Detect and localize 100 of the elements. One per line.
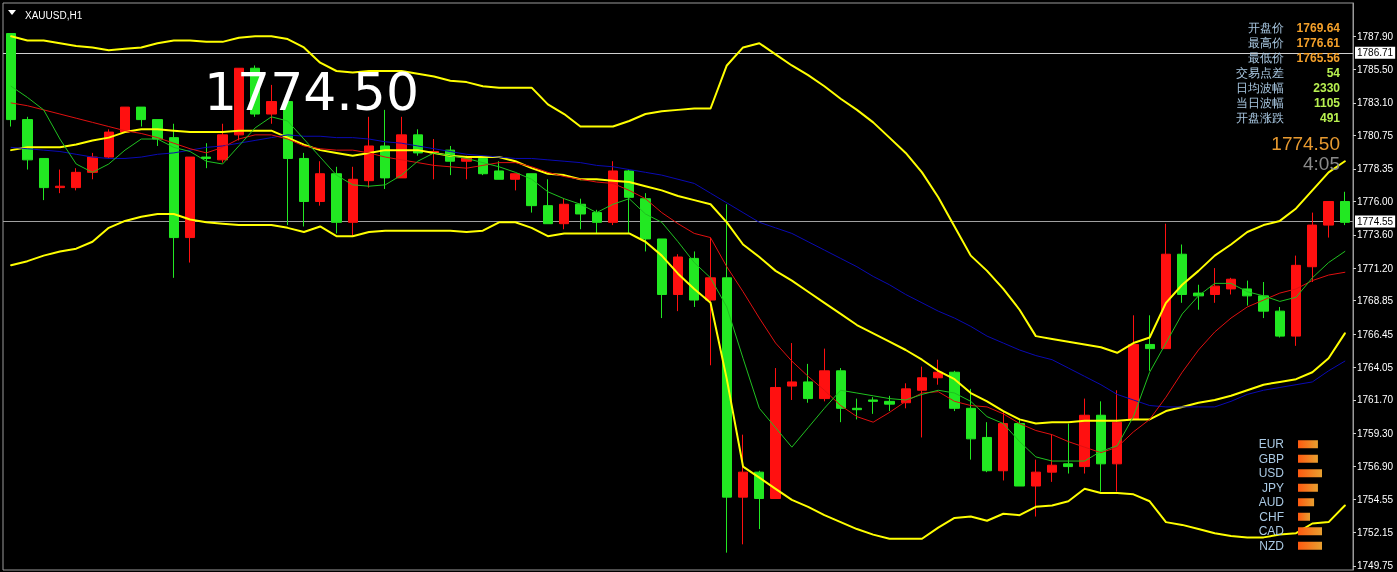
- candlestick: [22, 116, 33, 171]
- text: XAUUSD,H1: [25, 9, 83, 21]
- candlestick: [868, 396, 878, 415]
- annotation: 2330: [1313, 81, 1340, 96]
- bar: [1298, 541, 1322, 550]
- candlestick: [104, 128, 114, 159]
- candlestick: [217, 123, 228, 164]
- candlestick: [738, 434, 748, 545]
- bar: [1298, 440, 1318, 449]
- bar: [1298, 469, 1322, 478]
- candlestick: [657, 238, 667, 319]
- y-tick-label: CHF: [1259, 509, 1284, 524]
- candlestick: [526, 173, 537, 214]
- candlestick: [705, 237, 716, 366]
- y-tick-label: 1780.75: [1357, 130, 1394, 142]
- y-tick-label: 1776.00: [1357, 195, 1394, 207]
- annotation: 1105: [1313, 96, 1340, 111]
- y-tick-label: 1766.45: [1357, 328, 1394, 340]
- candlestick: [169, 123, 179, 279]
- candlestick: [1307, 212, 1317, 283]
- y-tick-label: EUR: [1258, 437, 1285, 452]
- bar: [1298, 483, 1318, 492]
- candlestick: [1096, 400, 1106, 493]
- candlestick: [39, 157, 49, 201]
- candlestick: [754, 470, 764, 530]
- candlestick: [1340, 191, 1350, 226]
- y-tick-label: JPY: [1261, 480, 1284, 495]
- bar: [1298, 527, 1322, 536]
- y-tick-label: 1764.05: [1357, 361, 1394, 373]
- y-tick-label: NZD: [1259, 538, 1285, 553]
- annotation: 54: [1326, 66, 1340, 81]
- candlestick: [640, 192, 651, 252]
- candlestick: [185, 156, 195, 264]
- annotation: 最高价: [1248, 36, 1284, 51]
- candlestick: [87, 152, 98, 180]
- candlestick: [819, 348, 830, 402]
- y-tick-label: AUD: [1258, 495, 1285, 510]
- candlestick: [364, 116, 374, 189]
- candlestick: [917, 366, 927, 438]
- y-tick-label: 1761.70: [1357, 394, 1394, 406]
- candlestick: [201, 142, 211, 169]
- annotation: 1769.64: [1296, 21, 1340, 36]
- y-tick-label: 1749.75: [1357, 560, 1394, 572]
- y-tick-label: 1752.15: [1357, 527, 1394, 539]
- candlestick: [510, 173, 520, 191]
- candlestick: [803, 363, 813, 404]
- line-series: [10, 35, 1346, 354]
- annotation: 开盘涨跌: [1236, 111, 1284, 126]
- candlestick: [494, 160, 504, 180]
- candlestick: [1014, 418, 1025, 487]
- candlestick: [1031, 459, 1041, 518]
- candlestick: [1079, 398, 1090, 475]
- candlestick: [120, 106, 130, 133]
- annotation: 开盘价: [1248, 21, 1284, 36]
- candlestick: [6, 33, 16, 128]
- candlestick: [543, 178, 553, 225]
- y-tick-label: 1759.30: [1357, 427, 1394, 439]
- ref-line-label: 1774.55: [1357, 216, 1394, 228]
- candlestick: [315, 160, 325, 207]
- annotation: 最低价: [1248, 51, 1284, 66]
- y-tick-label: 1783.10: [1357, 97, 1394, 109]
- y-tick-label: 1768.85: [1357, 295, 1394, 307]
- candlestick: [982, 421, 992, 473]
- bar: [1298, 512, 1310, 521]
- y-tick-label: 1778.35: [1357, 163, 1394, 175]
- candlestick: [136, 106, 146, 128]
- candlestick: [1291, 255, 1301, 347]
- y-tick-label: 1756.90: [1357, 461, 1394, 473]
- candlestick: [331, 166, 342, 234]
- annotation: 491: [1319, 111, 1340, 126]
- candlestick: [1161, 223, 1171, 350]
- candlestick: [299, 152, 309, 227]
- candlestick: [836, 367, 846, 423]
- candlestick: [1112, 389, 1122, 493]
- candlestick: [1210, 267, 1220, 304]
- candlestick: [933, 359, 943, 386]
- candlestick: [1128, 314, 1139, 420]
- line-series: [10, 212, 1346, 540]
- candlestick: [348, 166, 358, 237]
- candlestick: [1323, 200, 1334, 239]
- y-tick-label: CAD: [1258, 524, 1285, 539]
- annotation: 1765.56: [1296, 51, 1340, 66]
- candlestick: [966, 388, 976, 461]
- candlestick: [55, 169, 65, 194]
- bar: [1298, 454, 1318, 463]
- candlestick: [998, 410, 1008, 481]
- annotation: 1774.50: [1271, 133, 1340, 155]
- candlestick: [592, 209, 602, 234]
- y-tick-label: USD: [1258, 466, 1285, 481]
- y-tick-label: 1771.20: [1357, 262, 1394, 274]
- candlestick: [689, 250, 699, 308]
- candlestick: [380, 109, 390, 190]
- candlestick: [1145, 314, 1155, 372]
- y-tick-label: 1787.90: [1357, 30, 1394, 42]
- candlestick: [1177, 244, 1187, 304]
- y-tick-label: GBP: [1258, 451, 1284, 466]
- annotation: 当日波幅: [1236, 96, 1284, 111]
- bar: [1298, 498, 1315, 507]
- candlestick: [559, 198, 569, 230]
- y-tick-label: 1773.60: [1357, 229, 1394, 241]
